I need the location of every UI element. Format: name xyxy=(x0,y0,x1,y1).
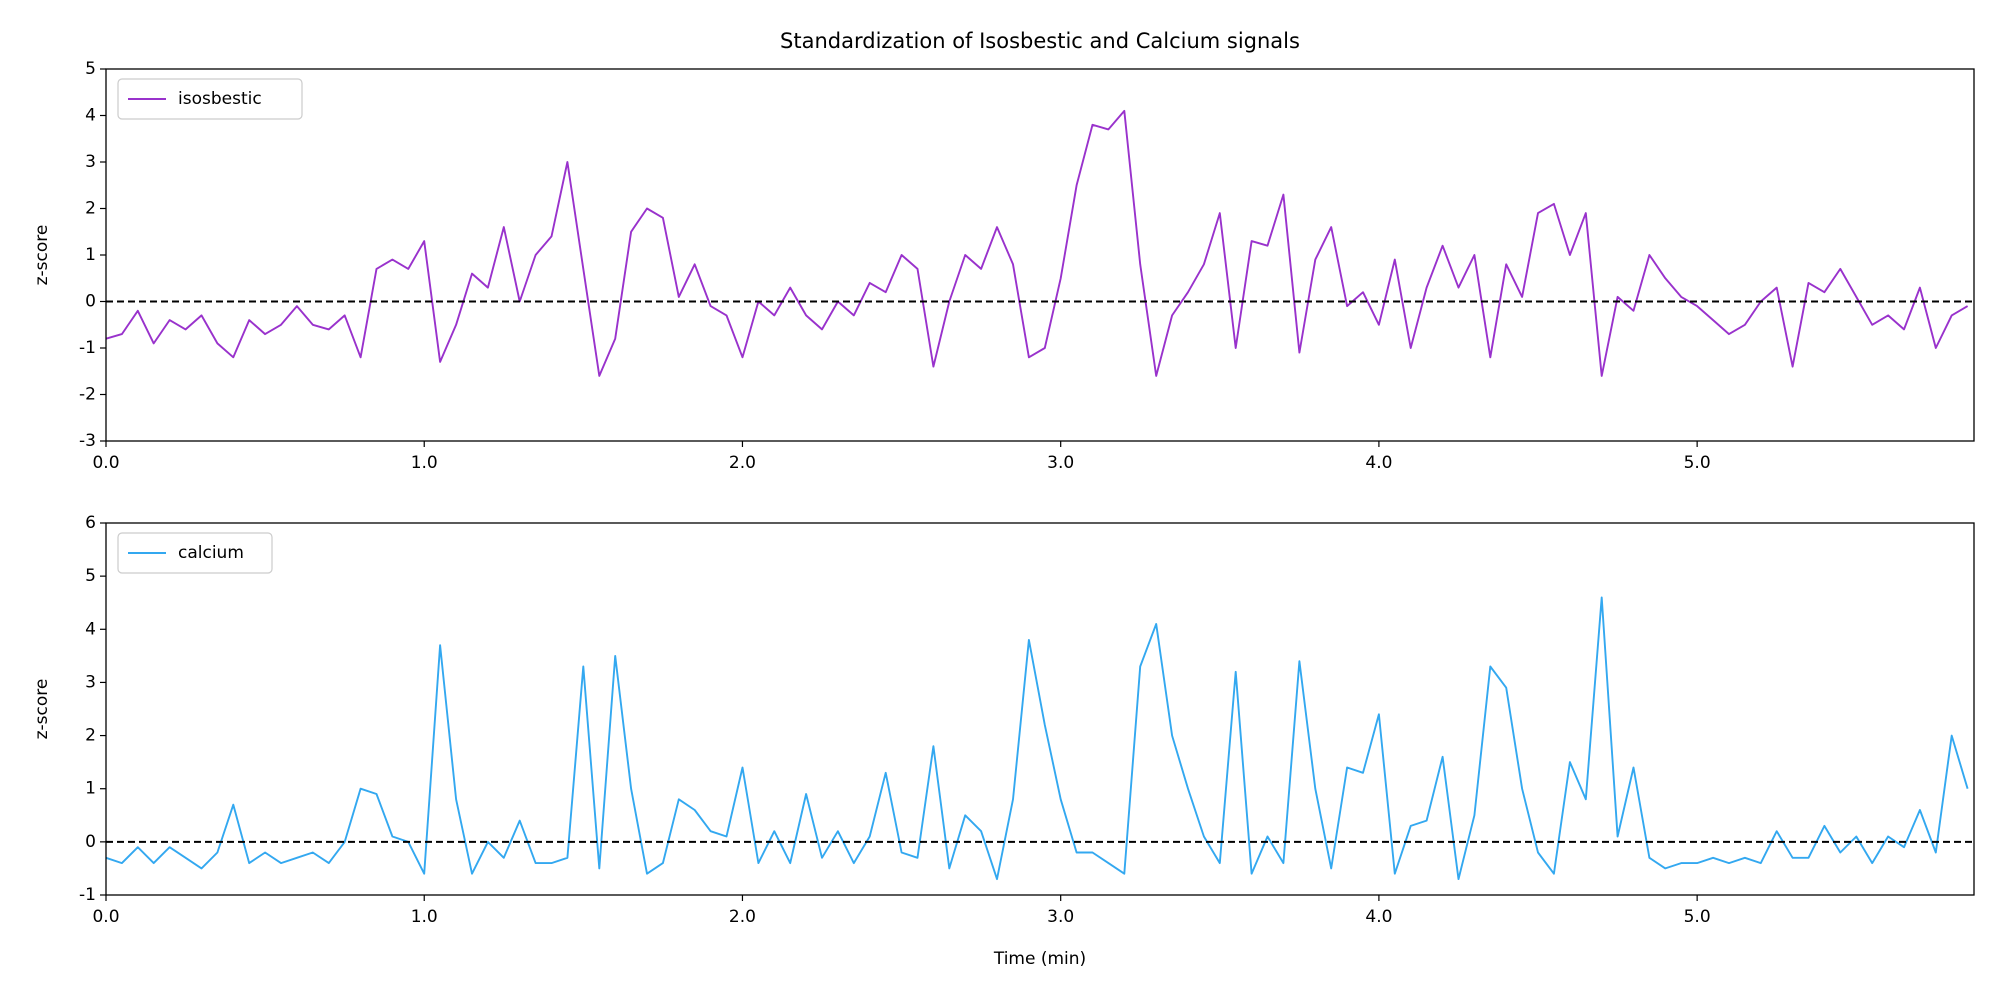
y-tick-label: 3 xyxy=(85,152,96,172)
y-tick-label: 5 xyxy=(85,59,96,79)
x-tick-label: 3.0 xyxy=(1047,907,1074,927)
x-tick-label: 4.0 xyxy=(1365,907,1392,927)
y-tick-label: 1 xyxy=(85,245,96,265)
legend-label: isosbestic xyxy=(178,89,262,109)
x-tick-label: 0.0 xyxy=(92,453,119,473)
x-tick-label: 0.0 xyxy=(92,907,119,927)
y-axis-label: z-score xyxy=(32,225,52,286)
y-tick-label: 3 xyxy=(85,672,96,692)
x-tick-label: 5.0 xyxy=(1684,453,1711,473)
x-tick-label: 4.0 xyxy=(1365,453,1392,473)
x-tick-label: 1.0 xyxy=(411,907,438,927)
y-tick-label: 4 xyxy=(85,106,96,126)
y-tick-label: 0 xyxy=(85,292,96,312)
legend-label: calcium xyxy=(178,543,244,563)
x-tick-label: 3.0 xyxy=(1047,453,1074,473)
x-tick-label: 1.0 xyxy=(411,453,438,473)
plot-frame xyxy=(105,68,1975,442)
chart-title: Standardization of Isosbestic and Calciu… xyxy=(780,29,1300,53)
series-line xyxy=(105,596,1969,881)
y-tick-label: 0 xyxy=(85,832,96,852)
y-tick-label: -3 xyxy=(79,431,96,451)
y-tick-label: 1 xyxy=(85,779,96,799)
legend-box xyxy=(117,532,273,574)
legend-box xyxy=(117,78,303,120)
y-axis-label: z-score xyxy=(32,679,52,740)
y-tick-label: -2 xyxy=(79,385,96,405)
y-tick-label: -1 xyxy=(79,338,96,358)
y-tick-label: 4 xyxy=(85,619,96,639)
x-tick-label: 2.0 xyxy=(729,453,756,473)
y-tick-label: 5 xyxy=(85,566,96,586)
x-axis-label: Time (min) xyxy=(993,949,1086,969)
x-tick-label: 5.0 xyxy=(1684,907,1711,927)
x-tick-label: 2.0 xyxy=(729,907,756,927)
plot-frame xyxy=(105,522,1975,896)
y-tick-label: -1 xyxy=(79,885,96,905)
series-line xyxy=(105,109,1969,377)
y-tick-label: 6 xyxy=(85,513,96,533)
y-tick-label: 2 xyxy=(85,726,96,746)
y-tick-label: 2 xyxy=(85,199,96,219)
